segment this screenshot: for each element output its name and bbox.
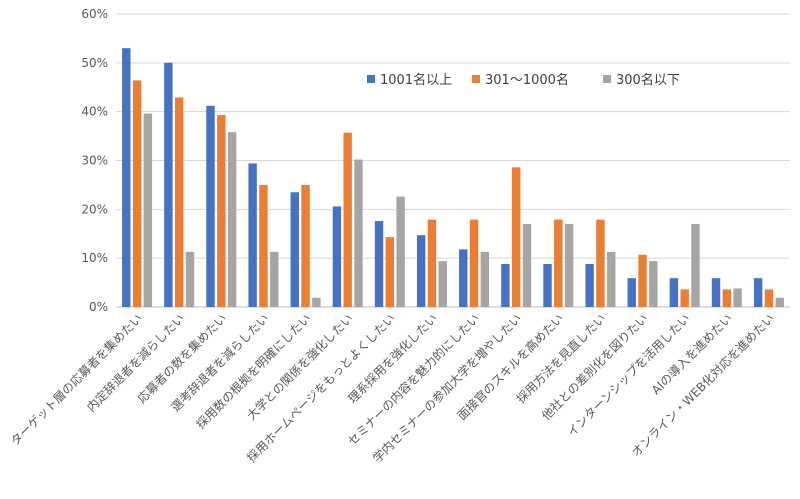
legend-label: 300名以下 bbox=[616, 72, 680, 88]
bar bbox=[396, 196, 405, 307]
bar bbox=[627, 278, 636, 307]
bar bbox=[438, 261, 447, 307]
bar bbox=[501, 264, 510, 307]
legend: 1001名以上 301～1000名 300名以下 bbox=[367, 72, 680, 88]
bar bbox=[122, 48, 131, 307]
bar bbox=[143, 113, 153, 308]
bar bbox=[638, 254, 647, 307]
bar bbox=[480, 251, 490, 307]
bar bbox=[459, 249, 468, 307]
bar bbox=[206, 105, 215, 307]
bar bbox=[185, 251, 195, 307]
bar bbox=[733, 288, 742, 307]
bar bbox=[354, 159, 363, 307]
legend-swatch bbox=[472, 75, 480, 83]
bar bbox=[669, 278, 679, 307]
legend-swatch bbox=[367, 75, 375, 83]
bar bbox=[753, 278, 763, 307]
bar bbox=[522, 223, 532, 307]
bar bbox=[332, 206, 342, 307]
bar bbox=[711, 278, 721, 307]
legend-label: 301～1000名 bbox=[485, 72, 569, 88]
legend-swatch bbox=[603, 75, 611, 83]
bar bbox=[174, 97, 184, 307]
bar bbox=[649, 261, 658, 307]
bar bbox=[607, 251, 616, 307]
bar bbox=[722, 289, 732, 307]
y-tick-label: 40% bbox=[81, 105, 108, 119]
bars bbox=[122, 48, 784, 308]
bar bbox=[374, 221, 384, 307]
bar bbox=[270, 251, 279, 307]
bar bbox=[554, 219, 563, 307]
x-category-label: 採用ホームページをもっとよくしたい bbox=[244, 311, 398, 465]
x-category-label: 学内セミナーの参加大学を増やしたい bbox=[369, 311, 524, 466]
category-labels: ターゲット層の応募者を集めたい内定辞退者を減らしたい応募者の数を集めたい選考辞退… bbox=[7, 311, 777, 466]
bar bbox=[511, 167, 521, 307]
bar bbox=[596, 219, 605, 307]
y-tick-label: 30% bbox=[81, 154, 108, 168]
bar bbox=[259, 184, 268, 307]
bar bbox=[691, 223, 700, 307]
bar bbox=[227, 132, 237, 307]
bar bbox=[427, 219, 437, 307]
bar bbox=[301, 184, 310, 307]
bar bbox=[132, 80, 142, 307]
legend-label: 1001名以上 bbox=[380, 72, 452, 88]
bar bbox=[543, 264, 552, 307]
bar bbox=[164, 62, 173, 308]
y-tick-label: 10% bbox=[81, 251, 108, 265]
bar bbox=[585, 264, 594, 307]
bar bbox=[290, 192, 299, 307]
y-tick-label: 0% bbox=[89, 300, 108, 314]
bar bbox=[764, 289, 774, 307]
bar bbox=[416, 235, 426, 307]
y-tick-label: 60% bbox=[81, 7, 108, 21]
bar bbox=[385, 237, 395, 307]
y-tick-label: 50% bbox=[81, 56, 108, 70]
bar bbox=[248, 163, 257, 307]
y-axis-ticks: 0% 10% 20% 30% 40% 50% 60% bbox=[81, 7, 108, 314]
x-category-label: AIの導入を進めたい bbox=[649, 311, 735, 397]
bar bbox=[564, 223, 574, 307]
y-tick-label: 20% bbox=[81, 202, 108, 216]
gridlines bbox=[116, 13, 790, 308]
bar bbox=[680, 289, 689, 307]
bar bbox=[775, 297, 784, 307]
bar bbox=[312, 297, 321, 307]
bar bbox=[217, 115, 226, 308]
bar bbox=[469, 219, 479, 307]
bar bbox=[343, 132, 352, 307]
